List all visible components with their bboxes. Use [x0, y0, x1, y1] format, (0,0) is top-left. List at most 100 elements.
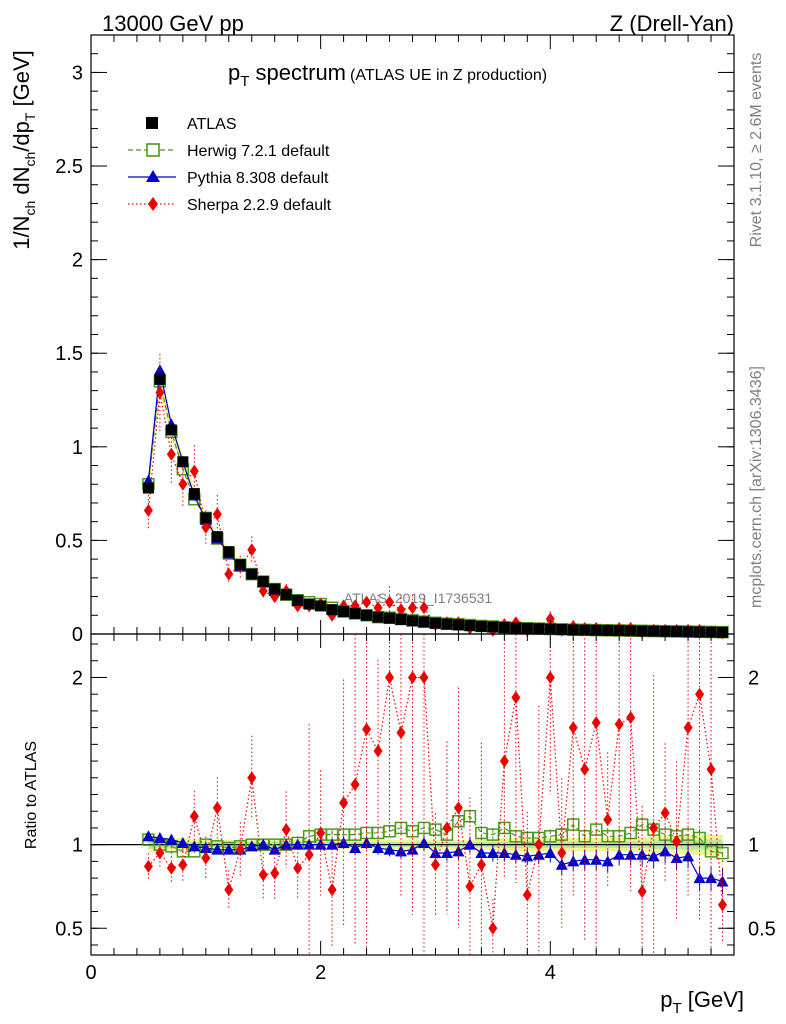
- ratio-sherpa-marker: [442, 821, 452, 835]
- main-pythia-marker: [153, 364, 166, 376]
- ratio-sherpa-marker: [362, 722, 372, 736]
- legend-label-atlas: ATLAS: [187, 116, 237, 133]
- main-sherpa-marker: [143, 503, 153, 517]
- main-ylabel-part-0: 1/N: [9, 216, 34, 250]
- ratio-sherpa-marker: [212, 801, 222, 815]
- y-tick-label-right: 1: [748, 835, 759, 857]
- main-atlas-marker: [200, 512, 212, 524]
- ratio-pythia-marker: [463, 838, 476, 850]
- main-sherpa-marker: [212, 507, 222, 521]
- ratio-sherpa-marker: [247, 771, 257, 785]
- main-atlas-marker: [154, 373, 166, 385]
- ratio-pythia-marker: [326, 838, 339, 850]
- ratio-sherpa-marker: [499, 754, 509, 768]
- ratio-pythia-marker: [429, 847, 442, 859]
- ratio-herwig-line: [148, 815, 723, 854]
- legend-label-pythia: Pythia 8.308 default: [187, 170, 329, 187]
- main-atlas-marker: [280, 589, 292, 601]
- main-atlas-marker: [269, 583, 281, 595]
- ratio-sherpa-marker: [270, 866, 280, 880]
- legend-entry-pythia: Pythia 8.308 default: [128, 170, 329, 187]
- main-ylabel-part-6: [GeV]: [9, 50, 34, 112]
- legend-entry-atlas: ATLAS: [146, 116, 237, 133]
- rivet-version-label: Rivet 3.1.10, ≥ 2.6M events: [748, 53, 765, 248]
- ratio-pythia-marker: [567, 855, 580, 867]
- main-sherpa-marker: [419, 601, 429, 615]
- ratio-sherpa-marker: [316, 826, 326, 840]
- ratio-sherpa-marker: [396, 726, 406, 740]
- ratio-sherpa-marker: [258, 868, 268, 882]
- ratio-sherpa-marker: [660, 806, 670, 820]
- y-tick-label: 3: [72, 62, 83, 84]
- main-atlas-marker: [671, 626, 683, 638]
- ratio-sherpa-marker: [293, 861, 303, 875]
- main-atlas-marker: [441, 618, 453, 630]
- ratio-pythia-marker: [199, 842, 212, 853]
- ratio-pythia-marker: [452, 845, 465, 857]
- ratio-sherpa-marker: [385, 670, 395, 684]
- main-atlas-marker: [464, 620, 476, 632]
- ratio-pythia-marker: [383, 843, 396, 855]
- ratio-pythia-marker: [659, 845, 672, 857]
- main-sherpa-marker: [189, 464, 199, 478]
- main-atlas-marker: [142, 482, 154, 494]
- main-panel: ATLAS_2019_I1736531 00.511.522.53 pT spe…: [9, 34, 735, 646]
- ratio-sherpa-marker: [488, 921, 498, 935]
- ratio-sherpa-marker: [603, 813, 613, 827]
- ratio-sherpa-marker: [626, 711, 636, 725]
- ratio-pythia-marker: [188, 840, 201, 852]
- x-tick-label: 0: [85, 962, 96, 984]
- ratio-sherpa-marker: [224, 883, 234, 897]
- ratio-sherpa-marker: [304, 848, 314, 862]
- main-title-sub: T: [240, 73, 249, 90]
- ratio-sherpa-marker: [430, 858, 440, 872]
- main-atlas-marker: [361, 609, 373, 621]
- y-tick-label: 1: [72, 437, 83, 459]
- main-atlas-marker: [246, 568, 258, 580]
- ratio-herwig-marker: [555, 828, 569, 841]
- ratio-pythia-marker: [486, 847, 499, 859]
- ratio-sherpa-marker: [453, 801, 463, 815]
- legend: ATLAS Herwig 7.2.1 default Pythia 8.308 …: [128, 116, 332, 214]
- main-atlas-marker: [407, 615, 418, 627]
- main-sherpa-marker: [201, 520, 211, 534]
- analysis-watermark: ATLAS_2019_I1736531: [344, 590, 493, 606]
- main-ylabel: 1/Nch dNch/dpT [GeV]: [9, 50, 38, 250]
- main-atlas-marker: [625, 625, 637, 637]
- main-atlas-marker: [177, 456, 189, 468]
- ratio-pythia-marker: [440, 847, 453, 859]
- ratio-sherpa-marker: [568, 721, 578, 735]
- ratio-pythia-marker: [291, 838, 304, 850]
- main-frame-layer: 0 0.5 1 1.5 2 2.5 3: [55, 34, 735, 646]
- main-atlas-marker: [188, 488, 200, 500]
- main-sherpa-marker: [396, 603, 406, 617]
- main-atlas-marker: [510, 622, 522, 634]
- ratio-sherpa-marker: [350, 777, 360, 791]
- ratio-sherpa-marker: [511, 691, 521, 705]
- ratio-sherpa-marker: [534, 838, 544, 852]
- ratio-sherpa-marker: [683, 721, 693, 735]
- main-atlas-marker: [648, 625, 660, 637]
- ratio-sherpa-marker: [419, 670, 429, 684]
- main-atlas-marker: [257, 576, 269, 588]
- main-atlas-marker: [717, 626, 729, 638]
- main-title: pT spectrum (ATLAS UE in Z production): [228, 60, 547, 90]
- ratio-sherpa-marker: [614, 717, 624, 731]
- main-atlas-marker: [395, 613, 407, 625]
- xlabel: pT [GeV]: [660, 987, 744, 1017]
- ratio-pythia-marker: [268, 843, 281, 855]
- main-title-paren: (ATLAS UE in Z production): [350, 67, 547, 84]
- ratio-sherpa-marker: [649, 821, 659, 835]
- ratio-pythia-marker: [211, 843, 224, 855]
- ratio-sherpa-marker: [373, 744, 383, 758]
- main-atlas-marker: [165, 424, 177, 436]
- ratio-pythia-marker: [716, 875, 729, 887]
- ratio-sherpa-marker: [339, 796, 349, 810]
- main-sherpa-marker: [545, 612, 555, 626]
- ratio-sherpa-marker: [591, 716, 601, 730]
- main-sherpa-marker: [408, 601, 417, 615]
- legend-label-herwig: Herwig 7.2.1 default: [187, 143, 330, 160]
- legend-label-sherpa: Sherpa 2.2.9 default: [187, 197, 332, 214]
